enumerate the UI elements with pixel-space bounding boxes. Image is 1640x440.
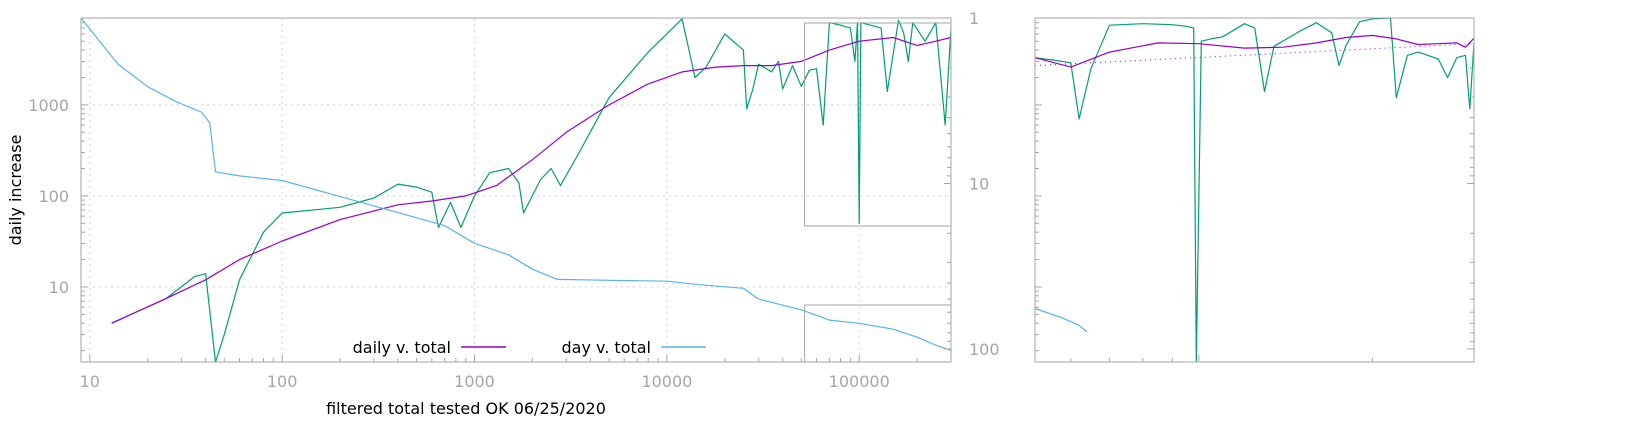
zoom-series-group: [1034, 17, 1475, 363]
main-plot-frame: [80, 17, 952, 363]
x-tick-label: 100000: [829, 372, 890, 391]
y-tick-label: 10: [49, 278, 69, 297]
x-axis-label: filtered total tested OK 06/25/2020: [326, 399, 606, 418]
y-axis-label: daily increase: [6, 135, 25, 246]
zoom-series-line-unlabelled-2: [1034, 17, 1475, 363]
x-tick-label: 100: [267, 372, 298, 391]
x-tick-label: 10: [80, 372, 100, 391]
x-tick-label: 10000: [641, 372, 692, 391]
zoom-series-line-day-v-total: [1034, 307, 1088, 333]
legend: daily v. total day v. total: [353, 338, 706, 357]
y2-tick-label: 10: [969, 174, 989, 193]
legend-label-daily-v-total: daily v. total: [353, 338, 451, 357]
main-x-axis: 10 100 1000 10000 100000: [80, 355, 952, 391]
main-grid: [81, 18, 951, 362]
series-line-unlabelled-2: [111, 18, 952, 363]
series-line-daily-v-total: [111, 36, 952, 324]
y-tick-label: 1000: [28, 96, 69, 115]
zoom-series-line-daily-v-total: [1034, 34, 1475, 68]
legend-label-day-v-total: day v. total: [562, 338, 652, 357]
series-line-day-v-total: [80, 17, 952, 351]
y2-tick-label: 100: [969, 340, 1000, 359]
zoom-region-box-lower: [804, 304, 951, 362]
main-y-axis: 10 100 1000: [28, 17, 88, 352]
zoom-axis-ticks: [1035, 17, 1474, 362]
main-series-group: [80, 17, 952, 363]
zoom-plot-frame: [1034, 17, 1475, 363]
y2-tick-label: 1: [969, 9, 979, 28]
x-tick-label: 1000: [454, 372, 495, 391]
main-y2-axis: 1 10 100: [944, 9, 1000, 359]
y-tick-label: 100: [38, 187, 69, 206]
